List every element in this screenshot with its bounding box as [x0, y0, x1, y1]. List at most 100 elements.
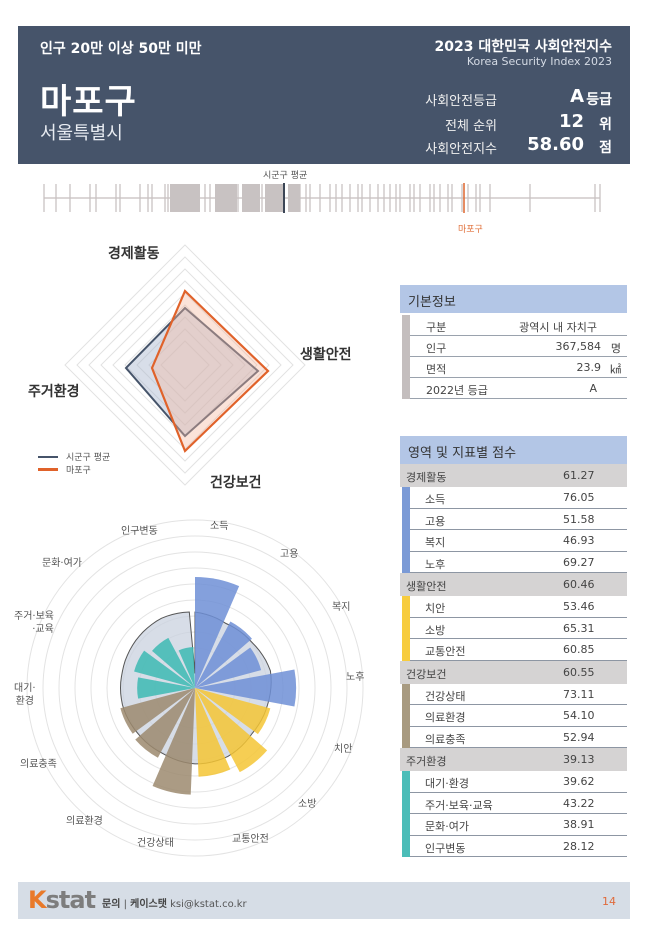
indicator-score: 54.10 — [563, 709, 595, 722]
legend-average: 시군구 평균 — [38, 450, 110, 463]
indicator-score: 46.93 — [563, 534, 595, 547]
polar-svg — [26, 519, 364, 857]
indicator-score: 28.12 — [563, 839, 595, 853]
group-name: 경제활동 — [406, 471, 447, 484]
indicator-row: 교통안전 60.85 — [410, 639, 627, 661]
report-title: 2023 대한민국 사회안전지수 — [434, 39, 612, 55]
index-row: 사회안전지수 58.60 점 — [392, 134, 612, 157]
scores-title: 영역 및 지표별 점수 — [400, 436, 627, 464]
polar-bar — [152, 637, 195, 688]
group-score: 39.13 — [563, 753, 595, 766]
group-header: 생활안전 60.46 — [400, 573, 627, 596]
legend-average-label: 시군구 평균 — [66, 453, 111, 463]
info-value: 23.9 — [576, 361, 602, 374]
polar-label-health-status: 건강상태 — [137, 838, 174, 849]
logo-k: K — [28, 886, 47, 914]
population-category: 인구 20만 이상 50만 미만 — [40, 41, 202, 57]
group-color-bar — [402, 771, 410, 857]
group-name: 주거환경 — [406, 755, 447, 768]
info-key: 구분 — [426, 321, 447, 334]
indicator-name: 인구변동 — [425, 841, 466, 855]
info-row-type: 구분 광역시 내 자치구 — [410, 315, 627, 336]
polar-label-line: ·교육 — [32, 624, 54, 635]
indicator-name: 의료환경 — [425, 711, 466, 724]
indicator-name: 소방 — [425, 623, 446, 637]
info-row-prev-grade: 2022년 등급 A — [410, 378, 627, 399]
group-health: 건강보건 60.55 건강상태 73.11 의료환경 54.10 의료충족 52.94 — [400, 660, 627, 748]
group-header: 주거환경 39.13 — [400, 748, 627, 771]
indicator-name: 치안 — [425, 602, 446, 615]
polar-bar — [195, 688, 231, 777]
page-number: 14 — [602, 895, 616, 908]
polar-label-retirement: 노후 — [346, 672, 365, 683]
group-score: 60.46 — [563, 578, 595, 591]
info-value: 367,584 — [555, 340, 602, 353]
group-name: 건강보건 — [406, 667, 447, 681]
indicator-score: 51.58 — [563, 512, 595, 526]
info-value: A — [589, 382, 597, 395]
group-name: 생활안전 — [406, 580, 447, 593]
indicator-score: 69.27 — [563, 555, 595, 569]
rank-row: 전체 순위 12 위 — [392, 111, 612, 134]
info-unit: 명 — [610, 342, 621, 355]
contact-org: 케이스탯 — [130, 899, 167, 910]
distribution-strip: 시군구 평균 마포구 — [0, 165, 647, 239]
indicator-name: 소득 — [425, 493, 446, 506]
indicator-row: 의료충족 52.94 — [410, 727, 627, 748]
info-value: 광역시 내 자치구 — [519, 321, 597, 334]
grade-label: 사회안전등급 — [425, 94, 497, 109]
group-header: 건강보건 60.55 — [400, 660, 627, 684]
polar-label-culture: 문화·여가 — [42, 558, 82, 569]
strip-chart — [43, 183, 601, 213]
group-color-bar — [402, 596, 410, 661]
group-color-bar — [402, 683, 410, 748]
polar-label-line: 대기· — [14, 683, 36, 694]
radar-svg — [64, 244, 306, 486]
indicator-score: 60.85 — [563, 643, 595, 656]
radar-axis-economy: 경제활동 — [108, 246, 160, 262]
indicator-row: 노후 69.27 — [410, 552, 627, 573]
header-banner: 인구 20만 이상 50만 미만 마포구 서울특별시 2023 대한민국 사회안… — [18, 26, 630, 164]
info-unit: ㎢ — [610, 363, 621, 376]
district-marker-label: 마포구 — [458, 225, 483, 235]
polar-label-income: 소득 — [210, 521, 229, 532]
kstat-logo: Kstat — [28, 886, 96, 914]
polar-label-medical-env: 의료환경 — [66, 816, 103, 827]
info-key: 인구 — [426, 342, 447, 355]
contact-email[interactable]: ksi@kstat.co.kr — [170, 899, 247, 910]
group-safety: 생활안전 60.46 치안 53.46 소방 65.31 교통안전 60.85 — [400, 573, 627, 661]
polar-label-line: 주거·보육 — [14, 611, 54, 622]
info-key: 면적 — [426, 363, 447, 376]
rank-label: 전체 순위 — [445, 119, 497, 134]
indicator-name: 노후 — [425, 557, 446, 571]
index-unit: 점 — [599, 140, 612, 156]
indicator-score: 43.22 — [563, 796, 595, 810]
indicator-row: 주거·보육·교육 43.22 — [410, 793, 627, 814]
indicator-row: 소방 65.31 — [410, 618, 627, 639]
polar-label-employment: 고용 — [280, 549, 299, 560]
polar-bar — [137, 677, 195, 699]
basic-info-panel: 기본정보 구분 광역시 내 자치구 인구 367,584 명 면적 23.9 ㎢… — [400, 285, 627, 399]
indicator-row: 문화·여가 38.91 — [410, 814, 627, 836]
grade-unit: 등급 — [586, 92, 612, 108]
report-subtitle: Korea Security Index 2023 — [466, 55, 612, 68]
indicator-row: 고용 51.58 — [410, 509, 627, 530]
radar-axis-health: 건강보건 — [210, 475, 262, 491]
indicator-row: 인구변동 28.12 — [410, 836, 627, 857]
indicator-score: 73.11 — [563, 687, 595, 701]
group-color-bar — [402, 487, 410, 573]
indicator-score: 52.94 — [563, 730, 595, 744]
indicator-score: 38.91 — [563, 818, 595, 831]
polar-label-welfare: 복지 — [332, 602, 351, 613]
indicator-row: 치안 53.46 — [410, 596, 627, 618]
indicator-name: 대기·환경 — [425, 777, 469, 790]
legend-district: 마포구 — [38, 463, 110, 476]
index-label: 사회안전지수 — [425, 142, 497, 157]
info-row-area: 면적 23.9 ㎢ — [410, 357, 627, 378]
polar-bar — [195, 647, 262, 688]
logo-text: stat — [45, 886, 96, 914]
polar-bar — [178, 646, 195, 688]
polar-bar — [195, 669, 297, 707]
rank-value: 12 — [558, 111, 584, 132]
polar-label-population: 인구변동 — [121, 526, 158, 537]
